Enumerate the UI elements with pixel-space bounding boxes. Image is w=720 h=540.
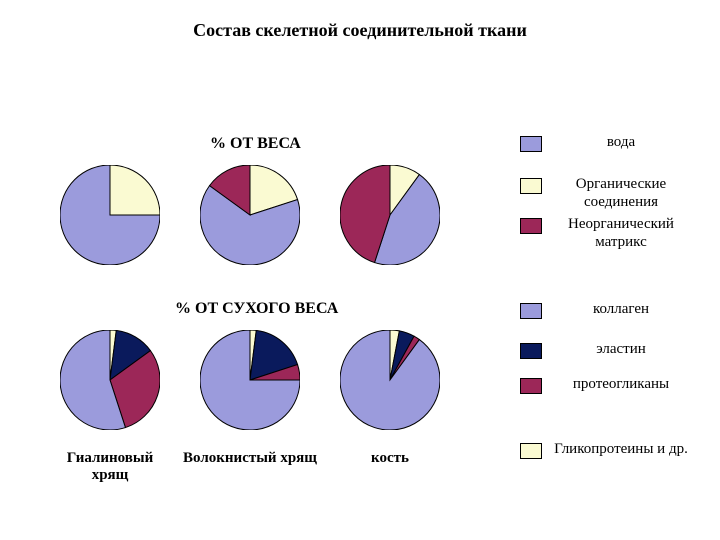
legend-swatch-elastin xyxy=(520,343,542,359)
column-label-2: Волокнистый хрящ xyxy=(170,450,330,467)
row1-pie-2 xyxy=(200,165,300,270)
legend-item-proteoglycans: протеогликаны xyxy=(520,375,690,394)
legend-item-glyco: Гликопротеины и др. xyxy=(520,440,690,459)
row1-pie-3 xyxy=(340,165,440,270)
legend-item-inorganic: Неорганический матрикс xyxy=(520,215,690,251)
legend-item-water: вода xyxy=(520,133,690,152)
legend-label-organic: Органические соединения xyxy=(552,175,690,211)
legend-swatch-glyco xyxy=(520,443,542,459)
legend-label-collagen: коллаген xyxy=(552,300,690,318)
legend-label-elastin: эластин xyxy=(552,340,690,358)
row2-pie-3 xyxy=(340,330,440,435)
legend-label-water: вода xyxy=(552,133,690,151)
row2-pie-1 xyxy=(60,330,160,435)
legend-item-organic: Органические соединения xyxy=(520,175,690,211)
legend-swatch-water xyxy=(520,136,542,152)
legend-item-elastin: эластин xyxy=(520,340,690,359)
row2-pie-2 xyxy=(200,330,300,435)
row1-subtitle: % ОТ ВЕСА xyxy=(210,135,301,153)
legend-swatch-collagen xyxy=(520,303,542,319)
legend-swatch-proteoglycans xyxy=(520,378,542,394)
column-label-1: Гиалиновыйхрящ xyxy=(50,450,170,484)
legend-item-collagen: коллаген xyxy=(520,300,690,319)
legend-swatch-organic xyxy=(520,178,542,194)
row2-subtitle: % ОТ СУХОГО ВЕСА xyxy=(175,300,338,318)
column-label-3: кость xyxy=(350,450,430,467)
row1-pie-1 xyxy=(60,165,160,270)
legend-swatch-inorganic xyxy=(520,218,542,234)
page-title: Состав скелетной соединительной ткани xyxy=(0,20,720,41)
legend-label-inorganic: Неорганический матрикс xyxy=(552,215,690,251)
legend-label-glyco: Гликопротеины и др. xyxy=(552,440,690,458)
legend-label-proteoglycans: протеогликаны xyxy=(552,375,690,393)
